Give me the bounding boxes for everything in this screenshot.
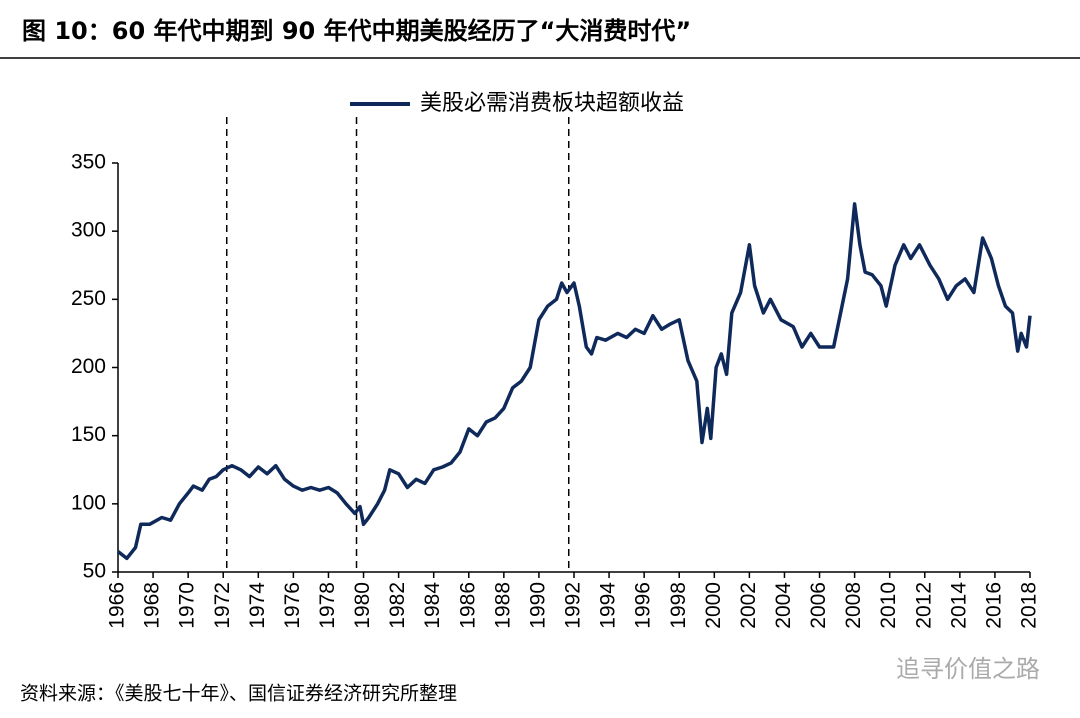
x-tick-label: 1996 <box>632 582 655 629</box>
x-tick-label: 1988 <box>491 582 514 629</box>
x-tick-label: 2018 <box>1018 582 1041 629</box>
x-tick-label: 2006 <box>807 582 830 629</box>
chart-title: 图 10：60 年代中期到 90 年代中期美股经历了“大消费时代” <box>22 17 691 45</box>
x-tick-label: 1990 <box>526 582 549 629</box>
x-tick-label: 1970 <box>176 582 199 629</box>
x-tick-label: 2016 <box>982 582 1005 629</box>
y-tick-label: 250 <box>71 287 106 310</box>
x-tick-label: 1986 <box>456 582 479 629</box>
x-tick-label: 2010 <box>877 582 900 629</box>
x-tick-label: 1994 <box>597 582 620 629</box>
x-tick-label: 1976 <box>281 582 304 629</box>
series-line <box>116 202 1032 561</box>
x-tick-label: 2004 <box>772 582 795 629</box>
x-tick-label: 1978 <box>316 582 339 629</box>
watermark: 追寻价值之路 <box>896 655 1040 683</box>
source-note: 资料来源：《美股七十年》、国信证券经济研究所整理 <box>20 683 457 705</box>
x-tick-label: 2008 <box>842 582 865 629</box>
y-tick-label: 300 <box>71 219 106 242</box>
y-tick-label: 50 <box>83 560 106 583</box>
y-tick-label: 350 <box>71 151 106 174</box>
x-tick-label: 1980 <box>351 582 374 629</box>
x-tick-label: 1998 <box>667 582 690 629</box>
y-tick-label: 150 <box>71 423 106 446</box>
legend-label: 美股必需消费板块超额收益 <box>420 91 684 116</box>
x-tick-label: 2012 <box>912 582 935 629</box>
x-tick-label: 1972 <box>211 582 234 629</box>
x-tick-label: 1968 <box>141 582 164 629</box>
x-tick-label: 1992 <box>562 582 585 629</box>
x-tick-label: 2002 <box>737 582 760 629</box>
y-tick-label: 100 <box>71 491 106 514</box>
x-tick-label: 2000 <box>702 582 725 629</box>
x-tick-label: 1974 <box>246 582 269 629</box>
y-tick-label: 200 <box>71 355 106 378</box>
x-tick-label: 1984 <box>421 582 444 629</box>
x-tick-label: 1966 <box>106 582 129 629</box>
x-tick-label: 1982 <box>386 582 409 629</box>
x-tick-label: 2014 <box>947 582 970 629</box>
